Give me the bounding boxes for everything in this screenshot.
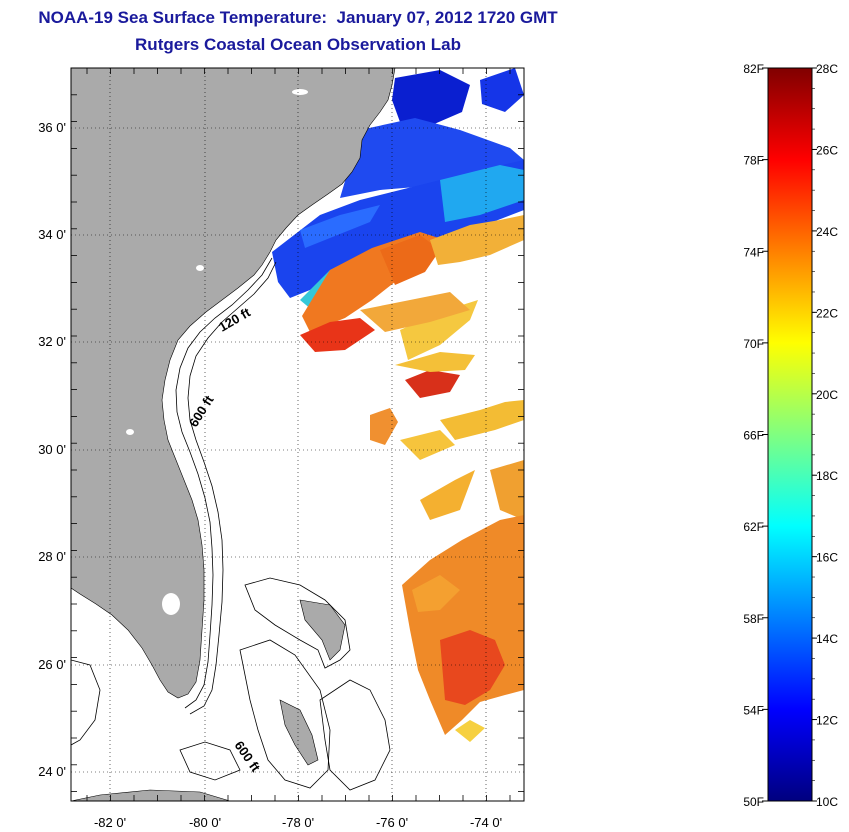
colorbar-fahrenheit-label: 70F bbox=[743, 337, 764, 351]
longitude-tick-label: -74 0' bbox=[470, 815, 502, 830]
lake bbox=[292, 89, 308, 95]
land-north-america bbox=[71, 68, 396, 699]
colorbar-fahrenheit-label: 74F bbox=[743, 245, 764, 259]
latitude-tick-label: 36 0' bbox=[38, 120, 66, 135]
bathymetry-contours bbox=[71, 257, 391, 791]
latitude-tick-label: 28 0' bbox=[38, 549, 66, 564]
latitude-tick-label: 32 0' bbox=[38, 334, 66, 349]
map-subtitle: Rutgers Coastal Ocean Observation Lab bbox=[135, 35, 461, 54]
colorbar-celsius-label: 14C bbox=[816, 632, 838, 646]
colorbar-celsius-label: 10C bbox=[816, 795, 838, 809]
longitude-tick-label: -80 0' bbox=[189, 815, 221, 830]
longitude-labels: -82 0' -80 0' -78 0' -76 0' -74 0' bbox=[94, 815, 502, 830]
latitude-tick-label: 30 0' bbox=[38, 442, 66, 457]
colorbar-celsius-label: 28C bbox=[816, 62, 838, 76]
latitude-tick-label: 26 0' bbox=[38, 657, 66, 672]
longitude-tick-label: -78 0' bbox=[282, 815, 314, 830]
latitude-tick-label: 24 0' bbox=[38, 764, 66, 779]
colorbar-fahrenheit-label: 82F bbox=[743, 62, 764, 76]
colorbar: 82F 78F 74F 70F 66F 62F 58F 54F 50F 28C 26C 24C 22C 2… bbox=[743, 62, 838, 809]
lake bbox=[126, 429, 134, 435]
colorbar-celsius-label: 24C bbox=[816, 225, 838, 239]
colorbar-gradient bbox=[767, 67, 813, 802]
colorbar-ticks: 82F 78F 74F 70F 66F 62F 58F 54F 50F 28C 26C 24C 22C 2… bbox=[743, 62, 838, 809]
colorbar-fahrenheit-label: 50F bbox=[743, 795, 764, 809]
lake-okeechobee bbox=[162, 593, 180, 615]
colorbar-fahrenheit-label: 54F bbox=[743, 703, 764, 717]
latitude-tick-label: 34 0' bbox=[38, 227, 66, 242]
colorbar-celsius-label: 22C bbox=[816, 306, 838, 320]
map-title: NOAA-19 Sea Surface Temperature: January… bbox=[38, 8, 558, 27]
longitude-tick-label: -82 0' bbox=[94, 815, 126, 830]
sst-data-layer bbox=[272, 68, 524, 742]
colorbar-fahrenheit-label: 62F bbox=[743, 520, 764, 534]
colorbar-fahrenheit-label: 78F bbox=[743, 154, 764, 168]
colorbar-celsius-label: 12C bbox=[816, 714, 838, 728]
colorbar-celsius-label: 26C bbox=[816, 143, 838, 157]
colorbar-celsius-label: 18C bbox=[816, 469, 838, 483]
longitude-tick-label: -76 0' bbox=[376, 815, 408, 830]
colorbar-celsius-label: 20C bbox=[816, 388, 838, 402]
colorbar-celsius-label: 16C bbox=[816, 551, 838, 565]
land-bahamas-2 bbox=[279, 699, 319, 766]
land-bahamas-1 bbox=[299, 599, 346, 661]
latitude-labels: 36 0' 34 0' 32 0' 30 0' 28 0' 26 0' 24 0' bbox=[38, 120, 66, 779]
map-panel bbox=[71, 68, 524, 801]
lake bbox=[196, 265, 204, 271]
colorbar-fahrenheit-label: 66F bbox=[743, 429, 764, 443]
map-frame bbox=[70, 67, 525, 802]
colorbar-fahrenheit-label: 58F bbox=[743, 612, 764, 626]
graticule-grid bbox=[71, 67, 524, 801]
